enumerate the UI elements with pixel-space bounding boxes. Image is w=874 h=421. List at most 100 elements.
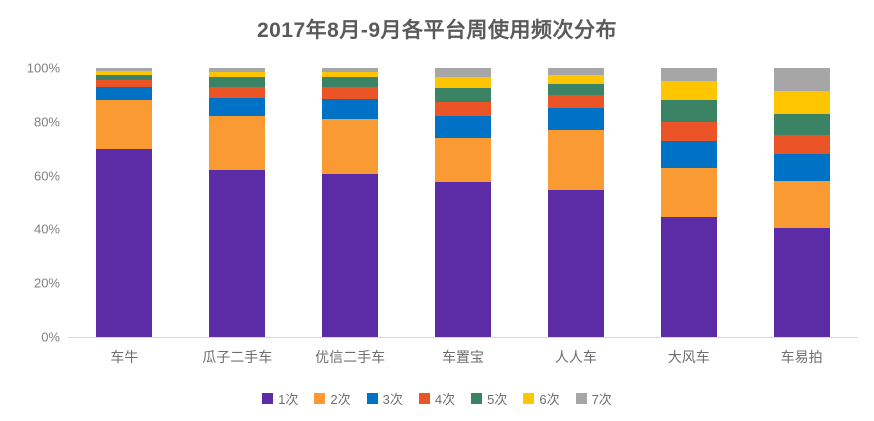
legend-label: 1次	[278, 392, 299, 407]
bar-segment[interactable]	[322, 77, 379, 87]
bar-segment[interactable]	[209, 72, 266, 78]
x-axis-category-labels: 车牛 瓜子二手车 优信二手车 车置宝 人人车 大风车 车易拍	[68, 344, 858, 370]
legend-item[interactable]: 7次	[575, 389, 612, 408]
bar-segment[interactable]	[547, 129, 604, 191]
bar-segment[interactable]	[660, 81, 717, 101]
legend-swatch-icon	[471, 393, 483, 404]
bar-segment[interactable]	[209, 86, 266, 98]
bar-segment[interactable]	[435, 182, 491, 337]
bar-segment[interactable]	[547, 84, 604, 95]
y-axis-tick-1: 20%	[33, 275, 60, 291]
bar-segment[interactable]	[547, 94, 604, 109]
bar-segment[interactable]	[435, 77, 491, 89]
bar-group	[407, 68, 520, 337]
legend-item[interactable]: 4次	[418, 389, 456, 408]
x-axis-label-3: 车置宝	[442, 349, 484, 365]
bar-segment[interactable]	[773, 154, 830, 181]
bar-segment[interactable]	[660, 100, 717, 122]
bar-segment[interactable]	[209, 116, 266, 171]
legend-label: 5次	[487, 392, 508, 407]
stacked-bar[interactable]	[435, 68, 491, 337]
bars-container	[68, 68, 858, 337]
bar-segment[interactable]	[96, 70, 153, 75]
bar-segment[interactable]	[96, 80, 153, 87]
bar-group	[68, 68, 181, 337]
bar-segment[interactable]	[435, 68, 491, 78]
bar-segment[interactable]	[96, 100, 153, 149]
legend-item[interactable]: 2次	[314, 389, 351, 408]
legend-label: 6次	[539, 392, 560, 407]
bar-segment[interactable]	[773, 68, 830, 91]
stacked-bar[interactable]	[209, 68, 266, 337]
bar-segment[interactable]	[435, 101, 491, 117]
legend-swatch-icon	[262, 393, 274, 404]
legend-label: 3次	[382, 392, 403, 407]
legend-item[interactable]: 3次	[366, 389, 403, 408]
bar-segment[interactable]	[322, 119, 379, 175]
chart-legend: 1次 2次 3次 4次 5次 6次 7次	[0, 389, 874, 408]
x-axis-label-2: 优信二手车	[315, 349, 386, 365]
bar-segment[interactable]	[322, 98, 379, 120]
bar-segment[interactable]	[435, 116, 491, 138]
bar-group	[294, 68, 407, 337]
bar-segment[interactable]	[660, 217, 717, 337]
bar-segment[interactable]	[209, 68, 266, 73]
stacked-bar[interactable]	[773, 68, 830, 337]
bar-segment[interactable]	[209, 97, 266, 117]
y-axis-tick-0: 0%	[41, 329, 60, 345]
bar-segment[interactable]	[322, 68, 379, 73]
stacked-bar[interactable]	[547, 68, 604, 337]
bar-segment[interactable]	[209, 170, 266, 337]
bar-segment[interactable]	[547, 74, 604, 85]
bar-segment[interactable]	[96, 68, 153, 71]
x-axis-label-0: 车牛	[110, 349, 139, 365]
bar-segment[interactable]	[96, 86, 153, 101]
bar-group	[745, 68, 858, 337]
stacked-bar[interactable]	[322, 68, 379, 337]
bar-segment[interactable]	[96, 148, 153, 337]
legend-swatch-icon	[366, 393, 378, 404]
legend-swatch-icon	[418, 393, 430, 404]
legend-swatch-icon	[523, 393, 535, 404]
bar-segment[interactable]	[435, 137, 491, 183]
bar-segment[interactable]	[547, 68, 604, 75]
legend-label: 4次	[434, 392, 456, 407]
y-axis-tick-5: 100%	[26, 60, 60, 76]
bar-segment[interactable]	[96, 74, 153, 81]
bar-segment[interactable]	[435, 88, 491, 102]
legend-item[interactable]: 5次	[471, 389, 507, 408]
bar-segment[interactable]	[322, 174, 379, 337]
bar-segment[interactable]	[773, 135, 830, 155]
stacked-bar[interactable]	[96, 68, 153, 337]
bar-group	[632, 68, 745, 337]
bar-segment[interactable]	[547, 108, 604, 130]
x-axis-label-5: 大风车	[667, 349, 710, 365]
legend-item[interactable]: 1次	[262, 389, 298, 408]
stacked-bar[interactable]	[660, 68, 717, 337]
bar-segment[interactable]	[322, 86, 379, 99]
bar-segment[interactable]	[773, 90, 830, 114]
bar-segment[interactable]	[547, 190, 604, 337]
y-axis-tick-3: 60%	[33, 168, 60, 184]
bar-segment[interactable]	[660, 121, 717, 141]
legend-item[interactable]: 6次	[523, 389, 560, 408]
bar-segment[interactable]	[660, 68, 717, 82]
bar-segment[interactable]	[322, 72, 379, 78]
y-axis-tick-2: 40%	[33, 221, 60, 237]
bar-segment[interactable]	[773, 228, 830, 337]
bar-segment[interactable]	[660, 167, 717, 218]
bar-segment[interactable]	[209, 77, 266, 87]
bar-segment[interactable]	[773, 181, 830, 229]
legend-label: 2次	[330, 392, 351, 407]
y-axis-tick-4: 80%	[33, 114, 60, 130]
bar-segment[interactable]	[660, 140, 717, 168]
x-axis-label-1: 瓜子二手车	[202, 349, 273, 365]
bar-segment[interactable]	[773, 113, 830, 136]
y-axis-tick-labels: 0% 20% 40% 60% 80% 100%	[0, 61, 60, 345]
x-axis-label-6: 车易拍	[780, 349, 823, 365]
legend-label: 7次	[591, 392, 612, 407]
chart-title: 2017年8月-9月各平台周使用频次分布	[256, 19, 618, 42]
x-axis-line	[68, 337, 858, 338]
legend-swatch-icon	[575, 393, 587, 404]
